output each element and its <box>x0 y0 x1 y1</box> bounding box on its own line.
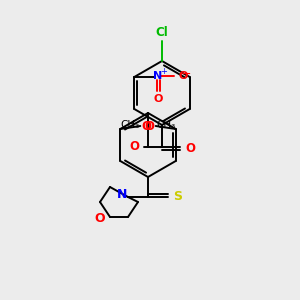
Text: −: − <box>181 68 191 80</box>
Text: CH₃: CH₃ <box>156 120 176 130</box>
Text: Cl: Cl <box>156 26 168 39</box>
Text: +: + <box>160 68 167 76</box>
Text: O: O <box>154 94 163 104</box>
Text: O: O <box>185 142 195 154</box>
Text: O: O <box>129 140 139 154</box>
Text: N: N <box>153 71 162 81</box>
Text: O: O <box>178 71 188 81</box>
Text: O: O <box>142 119 152 133</box>
Text: O: O <box>144 119 154 133</box>
Text: N: N <box>117 188 127 202</box>
Text: CH₃: CH₃ <box>121 120 140 130</box>
Text: S: S <box>173 190 182 202</box>
Text: O: O <box>94 212 105 224</box>
